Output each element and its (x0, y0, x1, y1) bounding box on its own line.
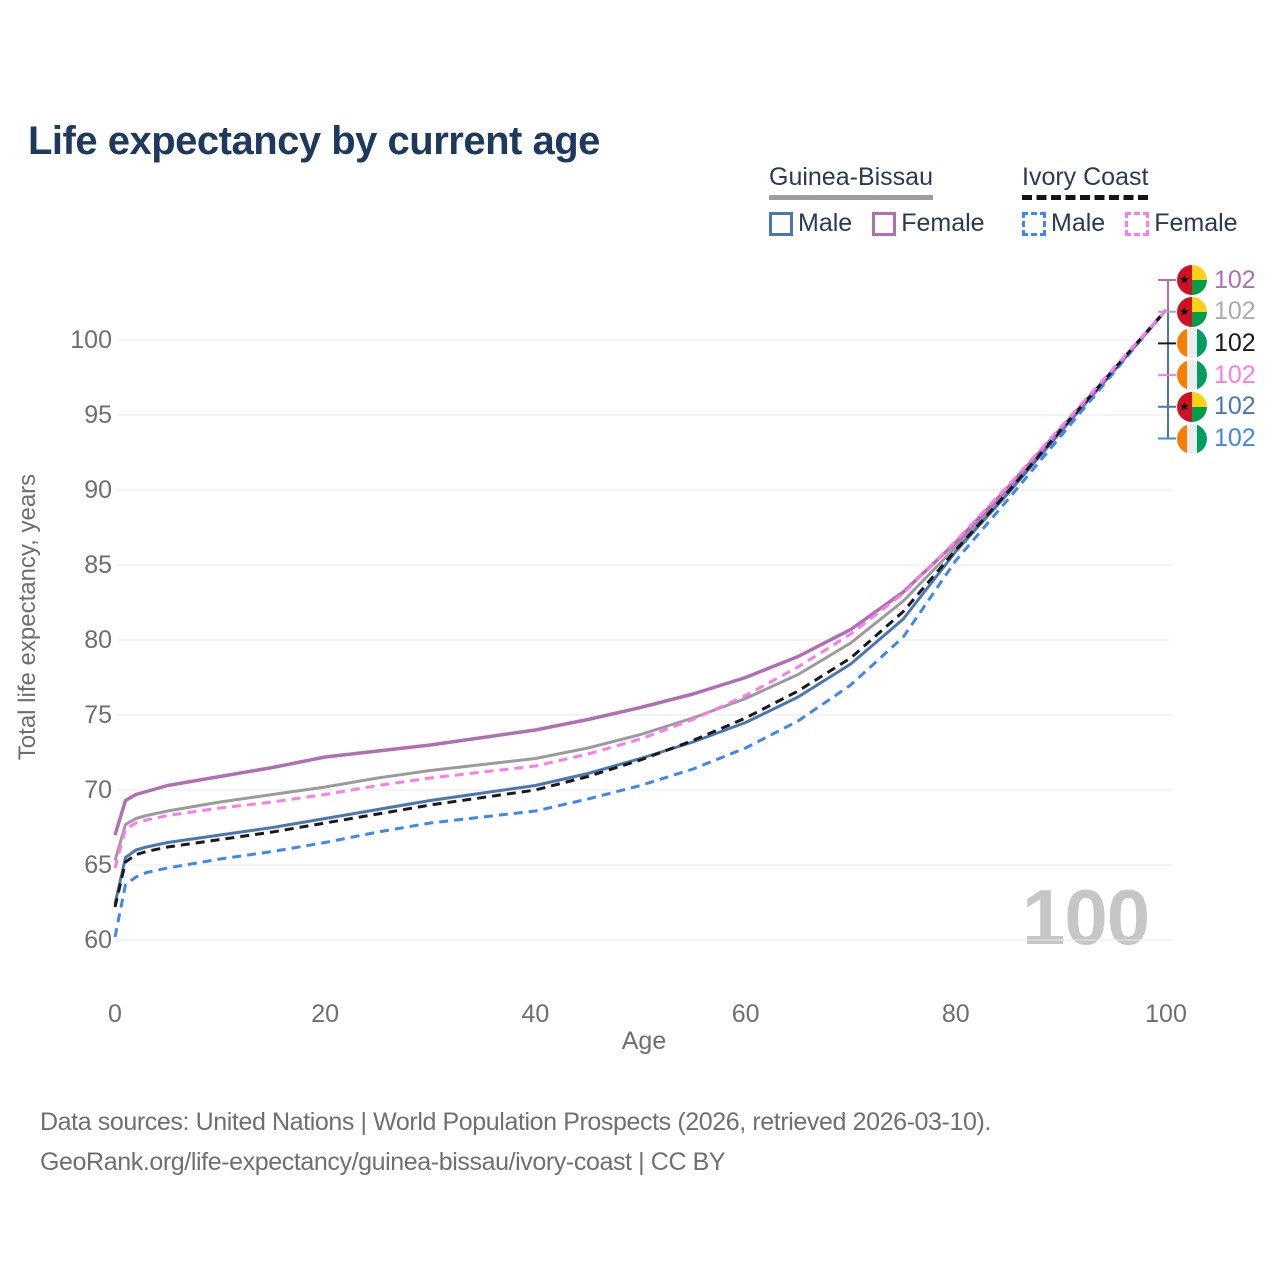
ivory-coast-flag-icon (1177, 360, 1207, 391)
checkbox-ivory-coast-female[interactable] (1125, 211, 1150, 236)
y-tick-label: 90 (84, 476, 112, 504)
x-tick-label: 100 (1145, 1000, 1187, 1028)
checkbox-guinea-bissau-male[interactable] (769, 211, 793, 236)
guinea-bissau-flag-icon: ★ (1177, 296, 1207, 327)
x-tick-label: 20 (311, 1000, 340, 1028)
legend-group-ivory-coast: Ivory Coast Male Female (1022, 163, 1238, 238)
ivory-coast-flag-icon (1177, 328, 1207, 359)
y-tick-label: 60 (84, 926, 112, 954)
legend-header-guinea-bissau[interactable]: Guinea-Bissau (769, 163, 933, 200)
end-value-label: 102 (1214, 424, 1256, 452)
flag-star: ★ (1179, 272, 1190, 287)
end-value-label: 102 (1214, 265, 1256, 294)
x-tick-label: 80 (941, 1000, 970, 1028)
end-value-label: 102 (1214, 297, 1256, 326)
series-line-ivory-coast-female (113, 308, 1168, 869)
end-label-row: ★ 102 (1177, 264, 1256, 296)
legend-item-ivory-coast-male[interactable]: Male (1022, 209, 1105, 238)
y-tick-label: 80 (84, 626, 112, 654)
y-tick-label: 100 (70, 326, 112, 354)
x-tick-label: 0 (108, 1000, 122, 1028)
x-tick-label: 40 (521, 1000, 550, 1028)
legend-item-guinea-bissau-female[interactable]: Female (872, 209, 985, 238)
flag-star: ★ (1179, 304, 1190, 319)
ivory-coast-flag-icon (1177, 423, 1207, 454)
page-title: Life expectancy by current age (28, 118, 600, 163)
series-line-guinea-bissau-female (113, 308, 1168, 836)
footer-attribution[interactable]: GeoRank.org/life-expectancy/guinea-bissa… (40, 1148, 726, 1176)
legend-label-female: Female (901, 209, 985, 237)
x-axis-title: Age (621, 1027, 667, 1055)
legend-header-ivory-coast[interactable]: Ivory Coast (1022, 163, 1149, 200)
end-label-row: ★ 102 (1177, 296, 1256, 328)
series-line-guinea-bissau (113, 309, 1168, 861)
legend-label-male: Male (798, 209, 853, 237)
end-label-row: 102 (1177, 327, 1256, 359)
guinea-bissau-flag-icon: ★ (1177, 265, 1207, 295)
y-tick-label: 95 (84, 401, 112, 429)
y-tick-label: 65 (84, 851, 112, 879)
watermark-age-counter: 100 (1022, 873, 1150, 961)
end-label-row: 102 (1177, 423, 1256, 455)
legend-item-guinea-bissau-male[interactable]: Male (769, 209, 852, 238)
series-line-ivory-coast-male (113, 309, 1168, 938)
footer-data-sources: Data sources: United Nations | World Pop… (40, 1108, 991, 1136)
legend-item-ivory-coast-female[interactable]: Female (1125, 209, 1238, 238)
guinea-bissau-flag-icon: ★ (1177, 391, 1207, 422)
checkbox-ivory-coast-male[interactable] (1022, 211, 1046, 236)
end-value-label: 102 (1214, 328, 1256, 357)
legend-label-male: Male (1051, 209, 1106, 237)
y-tick-label: 75 (84, 701, 112, 729)
end-label-row: 102 (1177, 359, 1256, 391)
end-value-label: 102 (1214, 392, 1256, 421)
end-label-row: ★ 102 (1177, 391, 1256, 423)
x-tick-label: 60 (731, 1000, 760, 1028)
end-value-label: 102 (1214, 360, 1256, 389)
checkbox-guinea-bissau-female[interactable] (872, 211, 897, 236)
series-line-guinea-bissau-male (113, 309, 1168, 905)
legend-group-guinea-bissau: Guinea-Bissau Male Female (769, 163, 985, 238)
y-tick-label: 70 (84, 776, 112, 804)
series-line-ivory-coast (113, 309, 1168, 908)
legend-label-female: Female (1154, 209, 1238, 237)
y-tick-label: 85 (84, 551, 112, 579)
flag-star: ★ (1179, 399, 1190, 414)
